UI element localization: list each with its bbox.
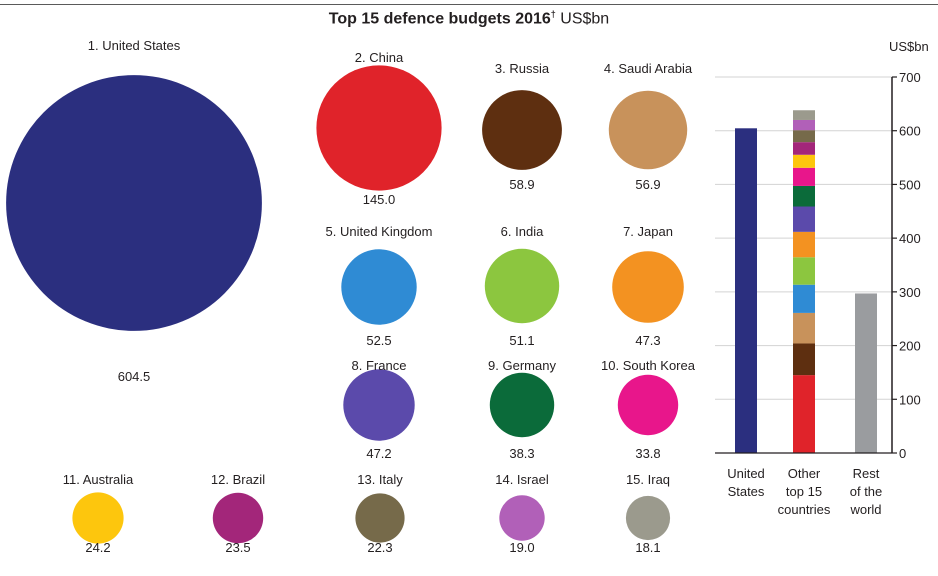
bubble-label-united-kingdom: 5. United Kingdom: [326, 224, 433, 239]
bar-segment-italy: [793, 130, 815, 143]
bubble-value-india: 51.1: [509, 333, 534, 348]
bubble-japan: [612, 251, 684, 323]
top-rule: [0, 4, 938, 5]
bar-segment-japan: [793, 231, 815, 258]
bubble-value-italy: 22.3: [367, 540, 392, 555]
bar-united-states: [735, 128, 757, 453]
bubble-label-brazil: 12. Brazil: [211, 472, 265, 487]
bubble-value-south-korea: 33.8: [635, 446, 660, 461]
bubble-australia: [72, 492, 124, 544]
x-category-label-other-top-15-countries-line-3: countries: [778, 502, 831, 517]
y-tick-label-600: 600: [899, 124, 921, 139]
bar-segment-south-korea: [793, 167, 815, 186]
bar-segment-india: [793, 257, 815, 285]
bubble-value-brazil: 23.5: [225, 540, 250, 555]
y-tick-label-700: 700: [899, 70, 921, 85]
bubble-value-united-kingdom: 52.5: [366, 333, 391, 348]
bubble-value-iraq: 18.1: [635, 540, 660, 555]
bar-rest-of-the-world: [855, 293, 877, 453]
bubble-label-france: 8. France: [352, 358, 407, 373]
bar-segment-russia: [793, 343, 815, 376]
x-category-label-rest-of-the-world-line-3: world: [849, 502, 881, 517]
bubble-label-china: 2. China: [355, 50, 404, 65]
y-tick-label-100: 100: [899, 392, 921, 407]
bubble-value-israel: 19.0: [509, 540, 534, 555]
title-footnote-mark: †: [550, 9, 556, 19]
bubble-value-germany: 38.3: [509, 446, 534, 461]
bubble-label-south-korea: 10. South Korea: [601, 358, 696, 373]
bubble-germany: [489, 372, 555, 438]
bubble-value-australia: 24.2: [85, 540, 110, 555]
chart-title-unit: US$bn: [560, 10, 610, 28]
y-axis-label: US$bn: [889, 39, 929, 54]
bar-segment-china: [793, 375, 815, 453]
bubble-india: [484, 248, 560, 324]
bubble-label-iraq: 15. Iraq: [626, 472, 670, 487]
bubble-label-israel: 14. Israel: [495, 472, 549, 487]
bar-segment-australia: [793, 154, 815, 168]
bar-segment-brazil: [793, 142, 815, 155]
bubble-value-saudi-arabia: 56.9: [635, 177, 660, 192]
bar-segment-israel: [793, 119, 815, 131]
bubble-saudi-arabia: [608, 90, 688, 170]
bubble-israel: [499, 495, 545, 541]
bubble-label-germany: 9. Germany: [488, 358, 556, 373]
x-category-label-rest-of-the-world-line-2: of the: [850, 484, 883, 499]
bubble-label-japan: 7. Japan: [623, 224, 673, 239]
bar-segment-united-kingdom: [793, 284, 815, 313]
bubble-china: [316, 65, 442, 191]
y-tick-label-0: 0: [899, 446, 906, 461]
bubble-france: [343, 369, 415, 441]
y-tick-label-400: 400: [899, 231, 921, 246]
bubble-label-italy: 13. Italy: [357, 472, 403, 487]
bubble-label-russia: 3. Russia: [495, 61, 550, 76]
x-category-label-united-states-line-2: States: [728, 484, 765, 499]
bubble-value-france: 47.2: [366, 446, 391, 461]
bubble-united-states: [6, 75, 262, 331]
bubble-value-russia: 58.9: [509, 177, 534, 192]
bubble-label-united-states: 1. United States: [88, 38, 181, 53]
bubble-brazil: [212, 492, 264, 544]
x-category-label-other-top-15-countries-line-2: top 15: [786, 484, 822, 499]
bubble-value-united-states: 604.5: [118, 369, 151, 384]
bubble-south-korea: [617, 374, 679, 436]
y-tick-label-500: 500: [899, 177, 921, 192]
bar-segment-germany: [793, 185, 815, 207]
bubble-italy: [355, 493, 405, 543]
bubble-value-china: 145.0: [363, 192, 396, 207]
chart-title-main: Top 15 defence budgets 2016: [328, 10, 551, 28]
bar-segment-france: [793, 206, 815, 232]
x-category-label-other-top-15-countries-line-1: Other: [788, 466, 821, 481]
y-tick-label-200: 200: [899, 339, 921, 354]
bubble-label-australia: 11. Australia: [63, 472, 134, 487]
bubble-label-india: 6. India: [501, 224, 544, 239]
bubble-united-kingdom: [341, 249, 417, 325]
bubble-iraq: [625, 495, 671, 541]
bubble-label-saudi-arabia: 4. Saudi Arabia: [604, 61, 693, 76]
bar-segment-saudi-arabia: [793, 312, 815, 344]
bubble-russia: [482, 90, 562, 170]
x-category-label-united-states-line-1: United: [727, 466, 765, 481]
y-tick-label-300: 300: [899, 285, 921, 300]
chart-title: Top 15 defence budgets 2016† US$bn: [0, 9, 938, 28]
x-category-label-rest-of-the-world-line-1: Rest: [853, 466, 880, 481]
bar-segment-iraq: [793, 110, 815, 120]
bubble-value-japan: 47.3: [635, 333, 660, 348]
